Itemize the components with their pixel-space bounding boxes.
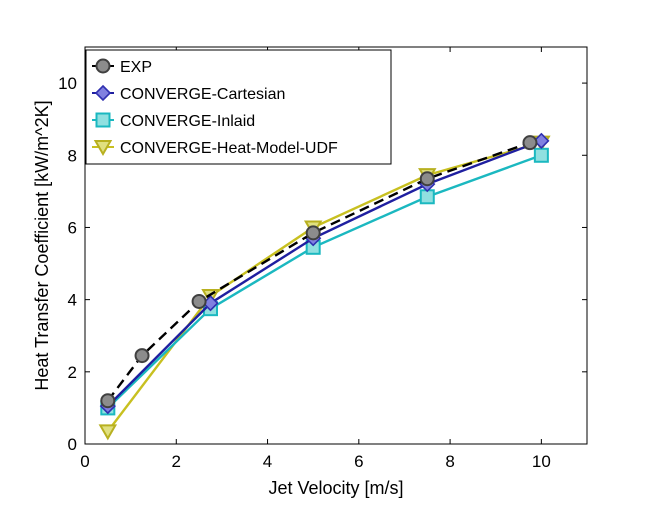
axes: 0 2 4 6 8 10 0 2 4 6 8 10 [58,46,588,471]
legend: EXP CONVERGE-Cartesian CONVERGE-Inlaid CONV… [85,49,392,165]
y-tick-label: 0 [68,435,77,454]
series-3 [100,147,549,416]
legend-marker-1 [95,58,111,74]
y-tick-label: 4 [68,291,77,310]
legend-marker-4 [93,140,113,157]
series-4-point [98,424,118,441]
axes-frame [84,46,588,445]
y-tick-label: 6 [68,218,77,237]
legend-marker-2 [94,84,112,102]
plot-area [98,132,551,441]
legend-label-3: CONVERGE-Inlaid [120,113,255,130]
series-1 [100,135,538,409]
series-1-point [305,225,321,241]
x-tick-label: 2 [172,452,181,471]
series-3-line [106,154,542,409]
legend-marker-3 [95,112,111,128]
series-1-line [106,141,531,402]
y-axis-title: Heat Transfer Coefficient [kW/m^2K] [32,100,52,390]
series-1-point [419,171,435,187]
legend-label-4: CONVERGE-Heat-Model-UDF [120,140,338,157]
legend-label-1: EXP [120,59,152,76]
series-3-point [533,147,549,163]
series-4 [98,135,551,441]
series-2 [99,132,550,415]
series-1-point [522,135,538,151]
x-tick-label: 4 [263,452,272,471]
series-1-point [134,348,150,364]
x-axis-title: Jet Velocity [m/s] [268,478,403,498]
series-1-point [191,293,207,309]
x-tick-label: 6 [354,452,363,471]
x-tick-label: 0 [80,452,89,471]
series-4-line [106,141,542,433]
x-tick-label: 10 [532,452,551,471]
series-1-point [100,393,116,409]
series-2-line [106,139,542,407]
x-tick-label: 8 [445,452,454,471]
y-tick-label: 8 [68,146,77,165]
legend-box [85,49,392,165]
series-2-point [533,132,550,149]
y-tick-label: 2 [68,363,77,382]
y-tick-label: 10 [58,74,77,93]
legend-label-2: CONVERGE-Cartesian [120,86,285,103]
